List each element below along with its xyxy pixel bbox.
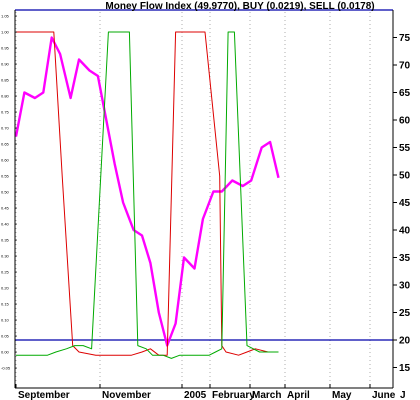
left-tick-label: 0.65 [1,142,10,147]
right-tick-label: 35 [399,253,411,264]
series-line-3 [16,31,279,359]
x-tick-label: J [400,390,406,400]
series-lines [14,31,280,359]
left-axis-ticks: 1.05 1.00 0.95 0.90 0.85 0.80 0.75 0.70 0.65 0.60… [1,14,17,371]
reference-lines [15,9,393,341]
left-tick-label: 0.35 [1,238,10,243]
x-tick-label: May [332,390,352,400]
left-tick-label: 0.55 [1,174,10,179]
left-tick-label: 0.20 [1,286,10,291]
left-tick-label: 0.75 [1,110,10,115]
right-tick-label: 75 [399,33,411,44]
left-tick-label: 1.05 [1,14,10,19]
x-tick-label: November [102,390,151,400]
left-tick-label: 0.45 [1,206,10,211]
left-tick-label: 0.80 [1,94,10,99]
right-axis-ticks: 15 20 25 30 35 40 45 50 55 60 65 70 75 [393,33,411,374]
series-line-1 [14,36,280,347]
left-tick-label: 1.00 [1,30,10,35]
x-tick-label: April [287,390,310,400]
x-tick-label: February [212,390,255,400]
left-tick-label: 0.25 [1,270,10,275]
x-tick-label: September [18,390,70,400]
right-tick-label: 65 [399,88,411,99]
left-tick-label: 0.60 [1,158,10,163]
left-tick-label: 0.50 [1,190,10,195]
left-tick-label: 0.40 [1,222,10,227]
right-tick-label: 50 [399,171,411,182]
left-tick-label: 0.70 [1,126,10,131]
left-tick-label: 0.30 [1,254,10,259]
chart-title: Money Flow Index (49.9770), BUY (0.0219)… [105,1,374,12]
left-tick-label: 0.15 [1,302,10,307]
left-tick-label: 0.10 [1,318,10,323]
x-tick-label: March [252,390,281,400]
left-tick-label: 0.90 [1,62,10,67]
x-tick-label: 2005 [184,390,207,400]
x-tick-label: June [372,390,396,400]
right-tick-label: 20 [399,336,411,347]
left-tick-label: 0.85 [1,78,10,83]
right-tick-label: 70 [399,61,411,72]
right-tick-label: 45 [399,198,411,209]
right-tick-label: 15 [399,363,411,374]
right-tick-label: 25 [399,308,411,319]
left-tick-label: -0.05 [1,366,11,371]
right-tick-label: 30 [399,281,411,292]
right-tick-label: 40 [399,226,411,237]
left-tick-label: 0.95 [1,46,10,51]
right-tick-label: 55 [399,143,411,154]
left-tick-label: 0.05 [1,334,10,339]
left-tick-label: 0.00 [1,350,10,355]
right-tick-label: 60 [399,116,411,127]
